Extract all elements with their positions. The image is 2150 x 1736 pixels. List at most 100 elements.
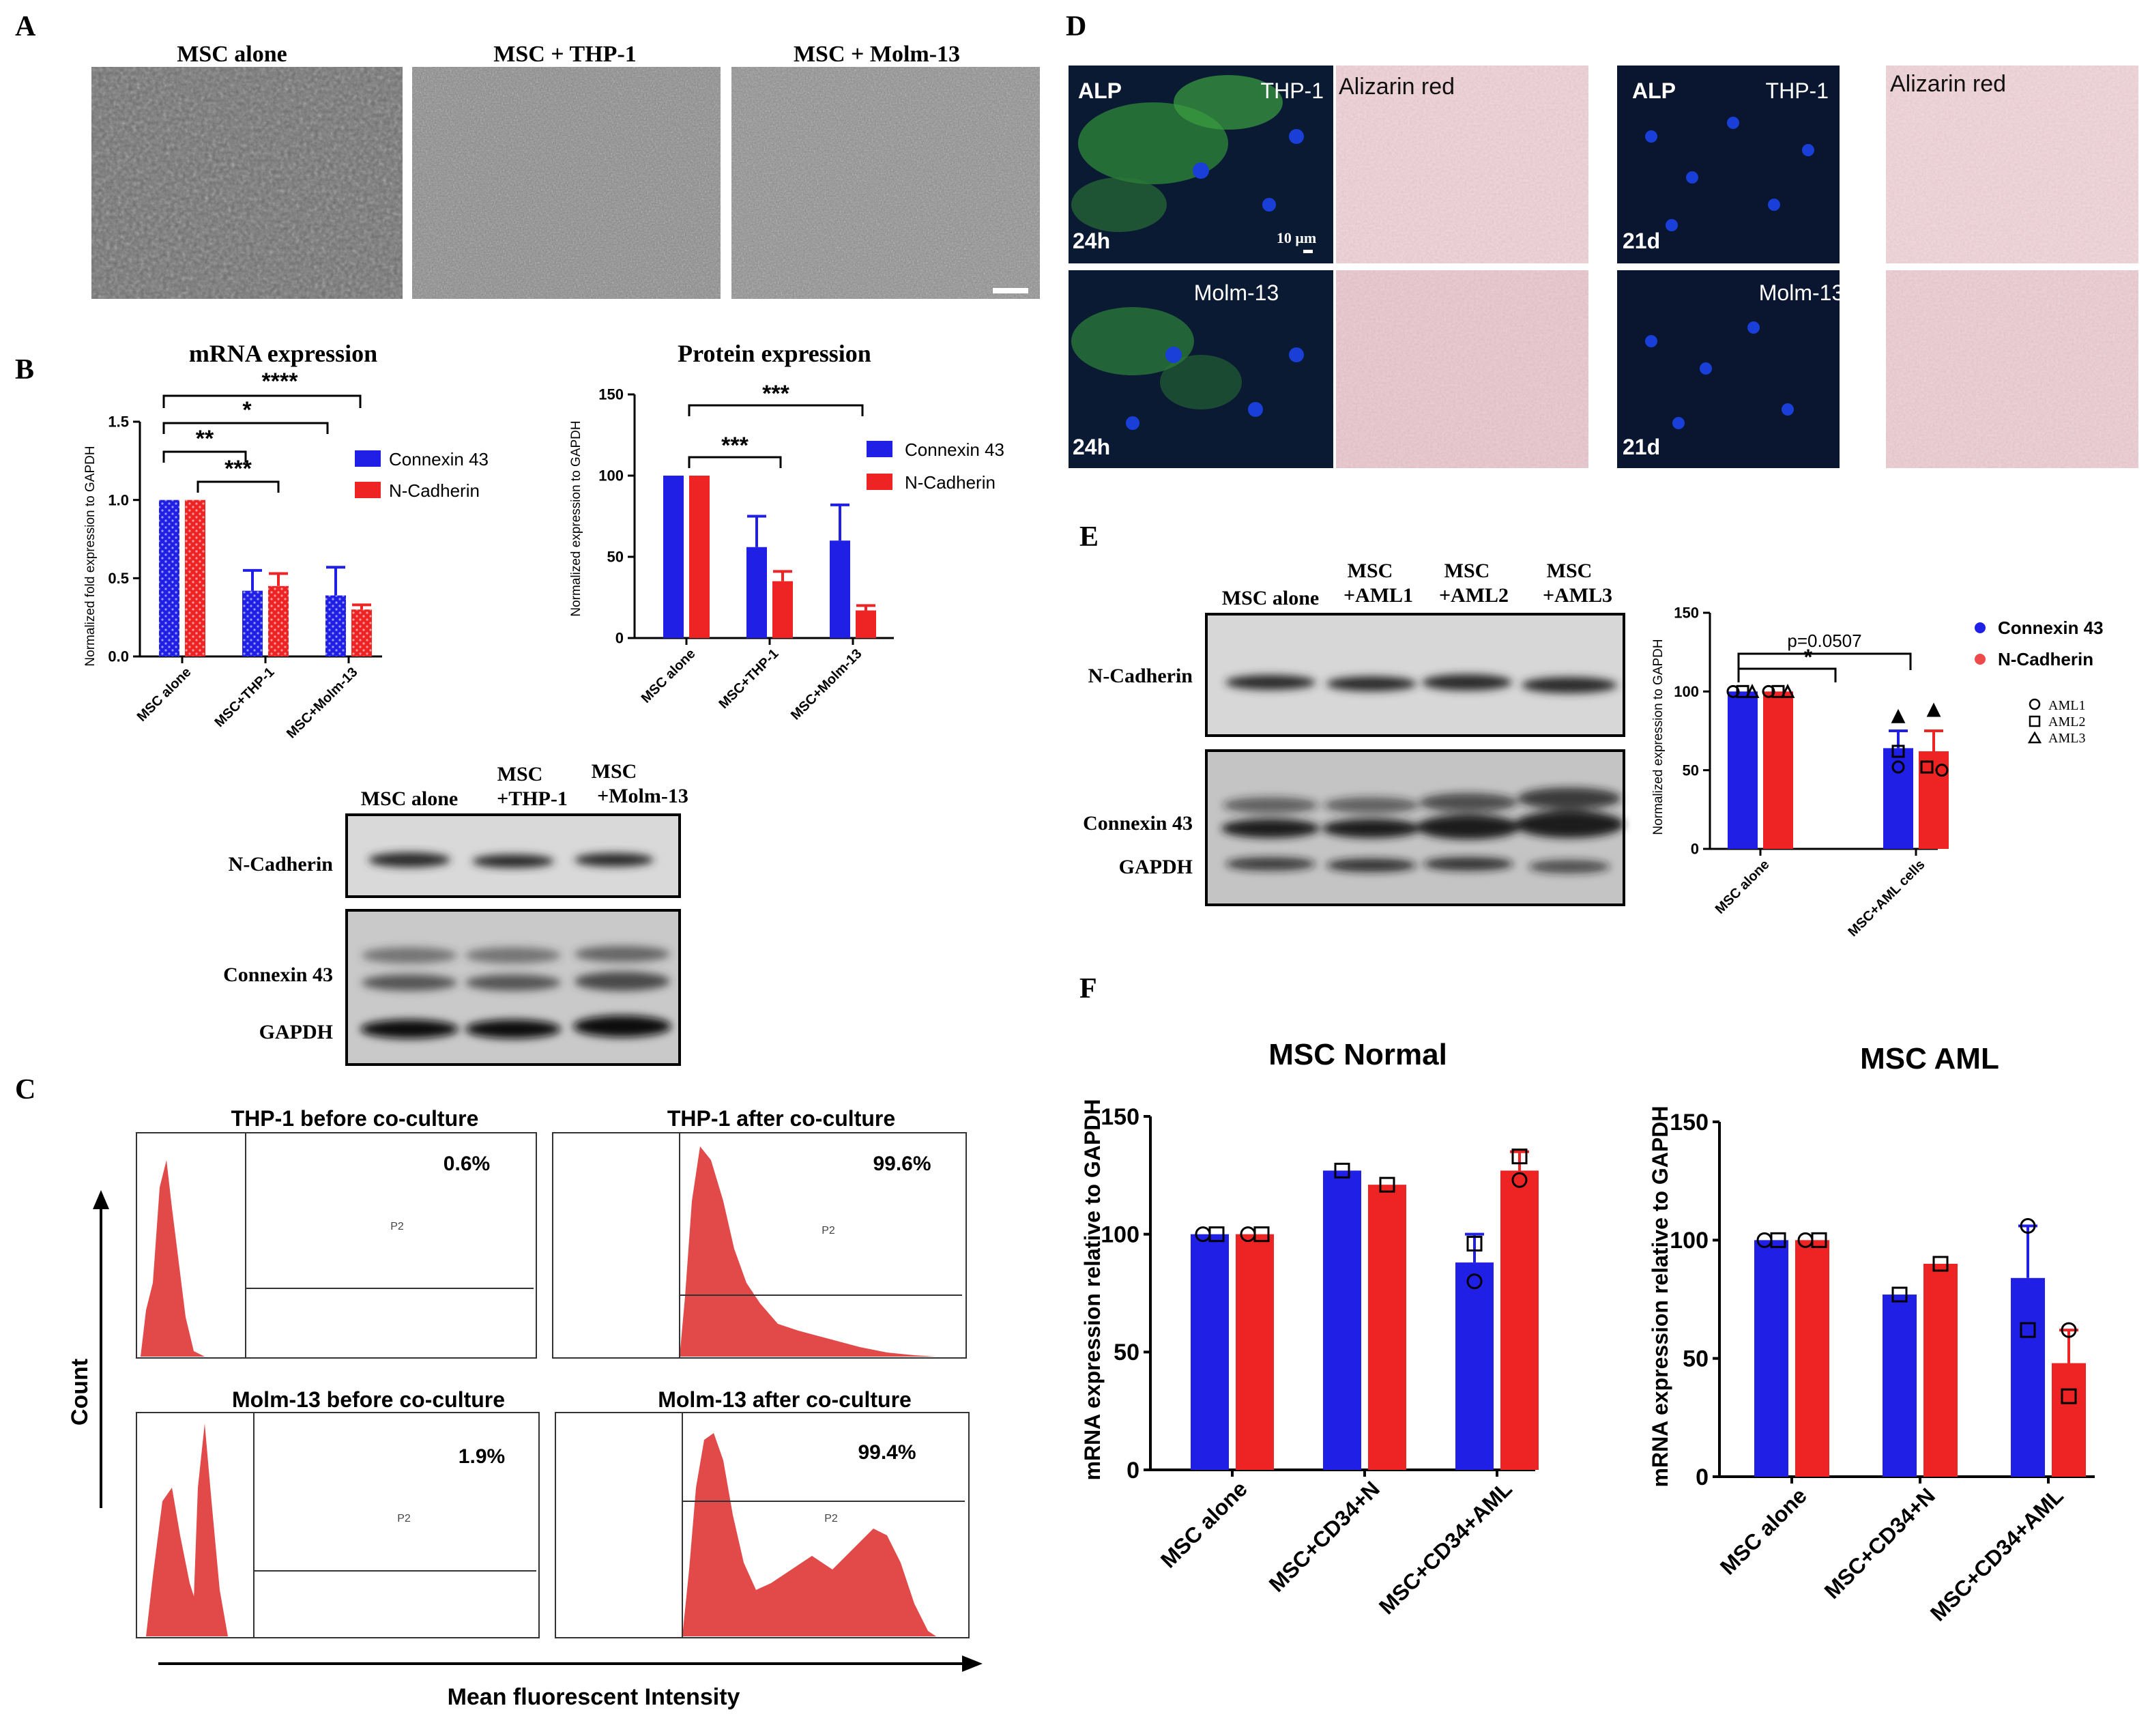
- blot-row-label: N-Cadherin: [1088, 665, 1193, 687]
- blot-lane-label: MSC: [1547, 560, 1593, 582]
- y-tick-label: 50: [1683, 1346, 1709, 1372]
- mrna-chart: mRNA expression Normalized fold expressi…: [83, 340, 489, 742]
- data-point: [1745, 683, 1760, 698]
- chart-title: MSC AML: [1860, 1042, 1999, 1075]
- bar: [1455, 1262, 1494, 1470]
- x-tick-label: MSC+CD34+AML: [1374, 1476, 1517, 1619]
- cell-label: THP-1: [1261, 78, 1324, 103]
- x-tick-label: MSC+THP-1: [212, 665, 277, 730]
- flow-x-label: Mean fluorescent Intensity: [448, 1684, 740, 1710]
- legend-label: AML3: [2048, 731, 2085, 746]
- y-tick-label: 150: [1670, 1110, 1709, 1135]
- gate-label: P2: [390, 1221, 404, 1232]
- y-tick-label: 50: [1683, 762, 1699, 779]
- time-label: 24h: [1073, 435, 1110, 459]
- cell-label: Molm-13: [1759, 280, 1844, 305]
- data-point: [2061, 1388, 2077, 1404]
- gate-percent: 1.9%: [459, 1445, 505, 1468]
- data-point: [1511, 1172, 1528, 1188]
- data-point: [1780, 683, 1795, 698]
- legend-swatch-connexin43: [867, 441, 892, 457]
- bar: [1323, 1170, 1361, 1470]
- blot-lane-label: +AML1: [1343, 584, 1413, 607]
- panel-e: MSC alone MSC +AML1 MSC +AML2 MSC +AML3 …: [1083, 560, 2103, 940]
- gate-label: P2: [397, 1513, 411, 1524]
- legend-label: Connexin 43: [389, 449, 489, 469]
- bar: [746, 547, 767, 638]
- bar: [1763, 691, 1793, 849]
- significance-label: ****: [262, 368, 299, 394]
- p-value-label: p=0.0507: [1787, 631, 1861, 651]
- bar-texture: [351, 609, 372, 656]
- data-point: [1926, 702, 1941, 717]
- y-tick-label: 150: [598, 386, 624, 403]
- blot-lane-label: MSC: [1348, 560, 1393, 582]
- bar: [1236, 1234, 1274, 1470]
- alizarin-image: [1336, 270, 1588, 468]
- y-tick-label: 0: [1127, 1458, 1139, 1484]
- scale-bar: [1303, 250, 1313, 253]
- flow-title: THP-1 after co-culture: [667, 1106, 895, 1131]
- arrow-up-icon: [93, 1190, 109, 1209]
- blot-row-label: GAPDH: [1119, 856, 1193, 878]
- alp-image: Molm-13 24h: [1069, 270, 1333, 468]
- marker-circle-icon: [2029, 698, 2041, 710]
- alp-image: Molm-13 21d: [1617, 270, 1844, 468]
- blot-lane-label: +Molm-13: [597, 785, 688, 807]
- histogram-molm13-after: 99.4% P2: [555, 1412, 970, 1638]
- bar: [1883, 748, 1913, 849]
- cell-label: Molm-13: [1194, 280, 1279, 305]
- bar: [772, 581, 793, 638]
- marker-triangle-icon: [2027, 731, 2042, 744]
- alizarin-image: Alizarin red: [1886, 66, 2138, 263]
- significance-brackets: [688, 404, 864, 468]
- data-point: [1891, 744, 1905, 758]
- data-point: [1891, 708, 1906, 723]
- data-point: [1208, 1226, 1225, 1243]
- flow-title: Molm-13 after co-culture: [658, 1387, 912, 1412]
- micrograph-msc-alone: [91, 67, 403, 299]
- data-point: [1253, 1226, 1270, 1243]
- legend-label: AML1: [2048, 698, 2085, 713]
- blot-lane-label: MSC: [1444, 560, 1490, 582]
- blot-lane-label: +AML3: [1543, 584, 1612, 607]
- blot-lane-label: MSC: [592, 760, 637, 783]
- y-axis-label: mRNA expression relative to GAPDH: [1648, 1106, 1672, 1488]
- chart-title: MSC Normal: [1268, 1038, 1447, 1071]
- x-tick-label: MSC+CD34+N: [1264, 1476, 1384, 1596]
- bar: [1795, 1240, 1829, 1477]
- marker-square-icon: [2029, 715, 2041, 727]
- protein-chart: Protein expression Normalized expression…: [569, 340, 1004, 723]
- bar: [1923, 1264, 1958, 1477]
- alp-image: ALP THP-1 24h 10 μm: [1069, 66, 1333, 263]
- legend-swatch-ncadherin: [355, 482, 381, 498]
- data-point: [1726, 684, 1740, 698]
- x-tick-label: MSC alone: [134, 665, 194, 725]
- stain-label: Alizarin red: [1890, 71, 2006, 97]
- micrograph-msc-molm13: [731, 67, 1040, 299]
- panel-letter-c: C: [15, 1074, 35, 1105]
- x-tick-label: MSC+Molm-13: [788, 646, 865, 723]
- y-tick-label: 1.5: [108, 414, 129, 431]
- y-tick-label: 50: [607, 549, 624, 566]
- panel-a: MSC alone MSC + THP-1 MSC + Molm-13: [91, 42, 1040, 299]
- x-tick-label: MSC alone: [1715, 1483, 1812, 1579]
- bar-texture: [185, 500, 205, 656]
- legend: Connexin 43 N-Cadherin AML1 AML2 AML3: [1975, 618, 2104, 746]
- gate-label: P2: [824, 1513, 838, 1524]
- flow-title: Molm-13 before co-culture: [232, 1387, 505, 1412]
- time-label: 21d: [1623, 435, 1660, 459]
- y-axis-label: Normalized fold expression to GAPDH: [83, 446, 98, 666]
- legend-label: N-Cadherin: [1998, 649, 2093, 669]
- legend-label: Connexin 43: [905, 439, 1004, 460]
- data-point: [1770, 1232, 1786, 1248]
- bar: [856, 610, 876, 638]
- legend: Connexin 43 N-Cadherin: [867, 439, 1004, 493]
- bar: [830, 540, 850, 638]
- legend-label: Connexin 43: [1998, 618, 2104, 638]
- bar: [663, 476, 684, 638]
- western-blot-b: MSC alone MSC +THP-1 MSC +Molm-13 N-Cadh…: [223, 760, 688, 1066]
- x-tick-label: MSC alone: [639, 646, 699, 706]
